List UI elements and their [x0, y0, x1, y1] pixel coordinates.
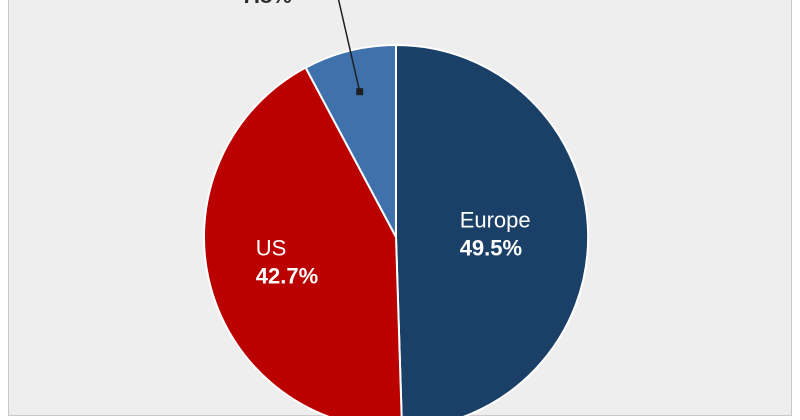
pie-slice-europe	[395, 43, 590, 416]
slice-label-us: US	[256, 236, 287, 261]
pie-chart: Europe 49.5% US 42.7% 7.8%	[202, 0, 590, 416]
pie-slice-us	[202, 66, 403, 416]
pie-slice-slice-3	[304, 43, 397, 238]
leader-line-slice-3	[337, 0, 361, 92]
slice-value-us: 42.7%	[256, 264, 318, 289]
chart-frame: Europe 49.5% US 42.7% 7.8%	[8, 0, 792, 416]
leader-marker-slice-3	[356, 88, 364, 96]
slice-value-europe: 49.5%	[460, 235, 522, 260]
slice-value-slice-3: 7.8%	[242, 0, 292, 8]
slice-label-europe: Europe	[460, 207, 531, 232]
